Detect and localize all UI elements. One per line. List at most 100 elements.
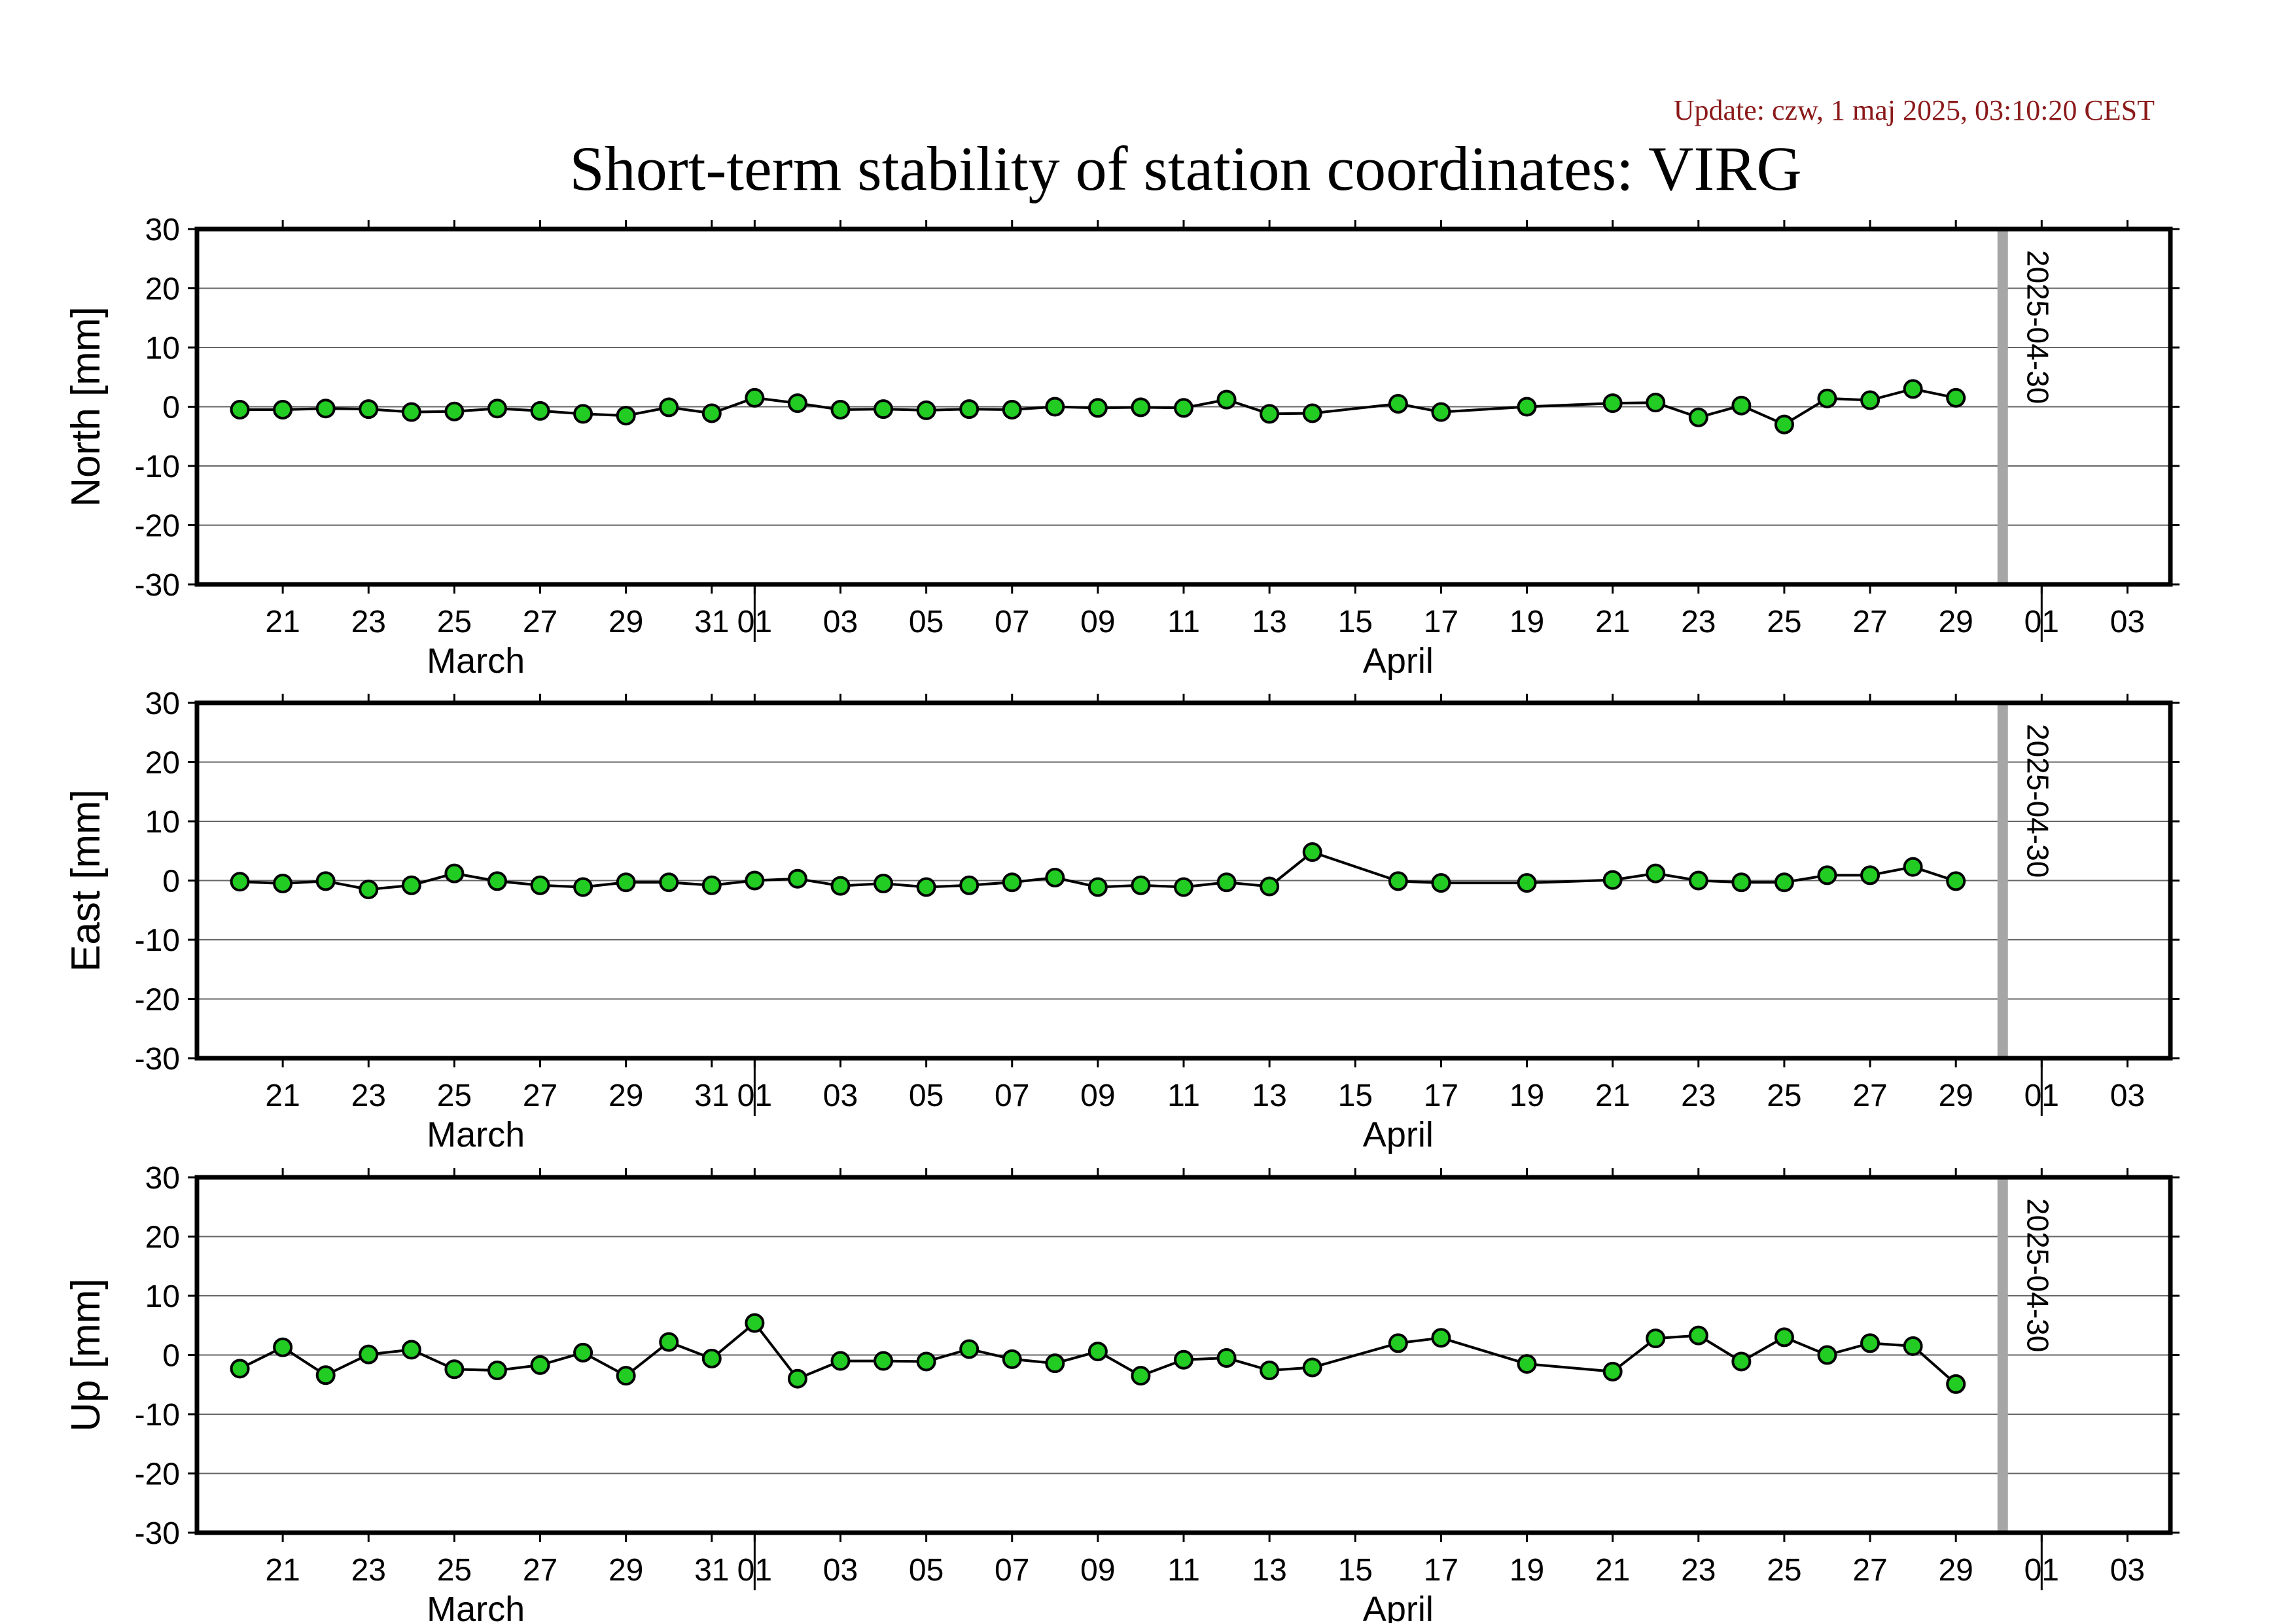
y-tick-label: 0 (162, 391, 180, 425)
x-tick-label: 03 (2110, 605, 2145, 639)
data-point (1731, 395, 1752, 416)
x-tick-label: 03 (823, 605, 858, 639)
data-point (1817, 388, 1837, 408)
data-point (874, 399, 894, 419)
data-point (1045, 867, 1065, 887)
panel-up: 30 20 10 0 -10 -20 -30 Up [mm] 2025-04-30 21 23 25 2… (63, 1161, 2180, 1623)
y-tick-label: -20 (135, 1457, 180, 1492)
data-point (959, 1339, 980, 1359)
x-tick-label: 11 (1167, 605, 1200, 639)
data-point (359, 880, 379, 900)
y-tick-label: 10 (145, 331, 180, 366)
month-label: March (427, 641, 525, 681)
data-point (1688, 870, 1708, 891)
data-point (1517, 397, 1537, 417)
plot-frame (194, 1175, 2173, 1535)
data-point (530, 401, 550, 421)
x-tick-label: 03 (823, 1079, 858, 1113)
x-tick-label: 29 (1938, 1079, 1973, 1113)
data-point (787, 1368, 807, 1389)
y-tick-label: 20 (145, 746, 180, 781)
x-tick-label: 15 (1338, 1079, 1373, 1113)
data-point (1045, 1353, 1065, 1374)
data-point (1774, 1327, 1794, 1347)
data-point (959, 875, 980, 895)
data-point (401, 875, 421, 895)
data-point (444, 401, 465, 421)
data-point (273, 1337, 293, 1357)
data-point (745, 387, 765, 408)
data-point (230, 400, 250, 420)
date-marker-band (1997, 703, 2008, 1058)
data-point (1946, 871, 1966, 891)
data-point (1903, 379, 1923, 399)
y-tick-label: 20 (145, 1221, 180, 1255)
x-tick-label: 25 (437, 1553, 472, 1588)
data-point (616, 872, 636, 893)
data-point (1216, 389, 1237, 410)
data-point (444, 863, 465, 883)
x-tick-label: 25 (1767, 1553, 1801, 1588)
x-tick-label: 07 (995, 605, 1029, 639)
data-point (273, 400, 293, 420)
date-marker-label: 2025-04-30 (2021, 250, 2055, 404)
x-tick-label: 25 (437, 1079, 472, 1113)
x-tick-label: 23 (351, 1553, 386, 1588)
x-tick-label: 13 (1252, 1553, 1286, 1588)
x-tick-label: 11 (1167, 1553, 1200, 1588)
x-tick-label: 17 (1424, 1079, 1458, 1113)
x-tick-label: 29 (609, 605, 643, 639)
data-point (1860, 1333, 1881, 1353)
x-tick-label: 25 (1767, 1079, 1801, 1113)
x-tick-label: 27 (523, 1079, 557, 1113)
data-point (616, 406, 636, 426)
panel-east: 30 20 10 0 -10 -20 -30 East [mm] 2025-04-30 21 23 2… (63, 687, 2180, 1154)
data-point (230, 1359, 250, 1379)
data-point (573, 404, 593, 424)
y-tick-label: 0 (162, 865, 180, 899)
x-tick-label: 23 (1681, 1553, 1716, 1588)
data-point (1002, 400, 1022, 420)
month-label: March (427, 1590, 525, 1623)
x-tick-label: 15 (1338, 605, 1373, 639)
data-point (1302, 842, 1322, 863)
x-tick-label: 29 (1938, 1553, 1973, 1588)
x-tick-label: 09 (1080, 605, 1115, 639)
data-point (401, 1340, 421, 1360)
x-tick-label: 05 (909, 1079, 944, 1113)
x-tick-label: 21 (1595, 1553, 1630, 1588)
x-tick-label: 05 (909, 605, 944, 639)
data-point (916, 400, 936, 420)
x-tick-label: 03 (823, 1553, 858, 1588)
y-tick-label: -30 (135, 568, 180, 603)
data-point (573, 877, 593, 897)
data-point (1431, 873, 1451, 893)
data-point (273, 874, 293, 894)
x-tick-label: 09 (1080, 1079, 1115, 1113)
data-point (1688, 407, 1708, 427)
data-point (1817, 1345, 1837, 1365)
data-point (1688, 1325, 1708, 1346)
data-point (1174, 1349, 1193, 1370)
data-point (1174, 877, 1193, 897)
x-tick-label: 21 (265, 605, 300, 639)
data-point (1260, 1361, 1280, 1381)
update-timestamp: Update: czw, 1 maj 2025, 03:10:20 CEST (1674, 94, 2155, 126)
data-point (1646, 863, 1666, 883)
data-point (359, 1344, 379, 1364)
y-tick-label: 10 (145, 805, 180, 840)
data-point (1216, 872, 1237, 893)
y-tick-label: 20 (145, 272, 180, 307)
data-point (1517, 1354, 1537, 1374)
data-point (1903, 1336, 1923, 1356)
data-point (1602, 870, 1623, 890)
date-marker-band (1997, 1177, 2008, 1533)
data-point (1302, 403, 1322, 423)
x-tick-label: 09 (1080, 1553, 1115, 1588)
x-tick-label: 23 (1681, 605, 1716, 639)
data-point (1087, 398, 1108, 418)
y-tick-label: 30 (145, 213, 180, 247)
plot-frame (194, 226, 2173, 587)
plot-frame (194, 700, 2173, 1061)
